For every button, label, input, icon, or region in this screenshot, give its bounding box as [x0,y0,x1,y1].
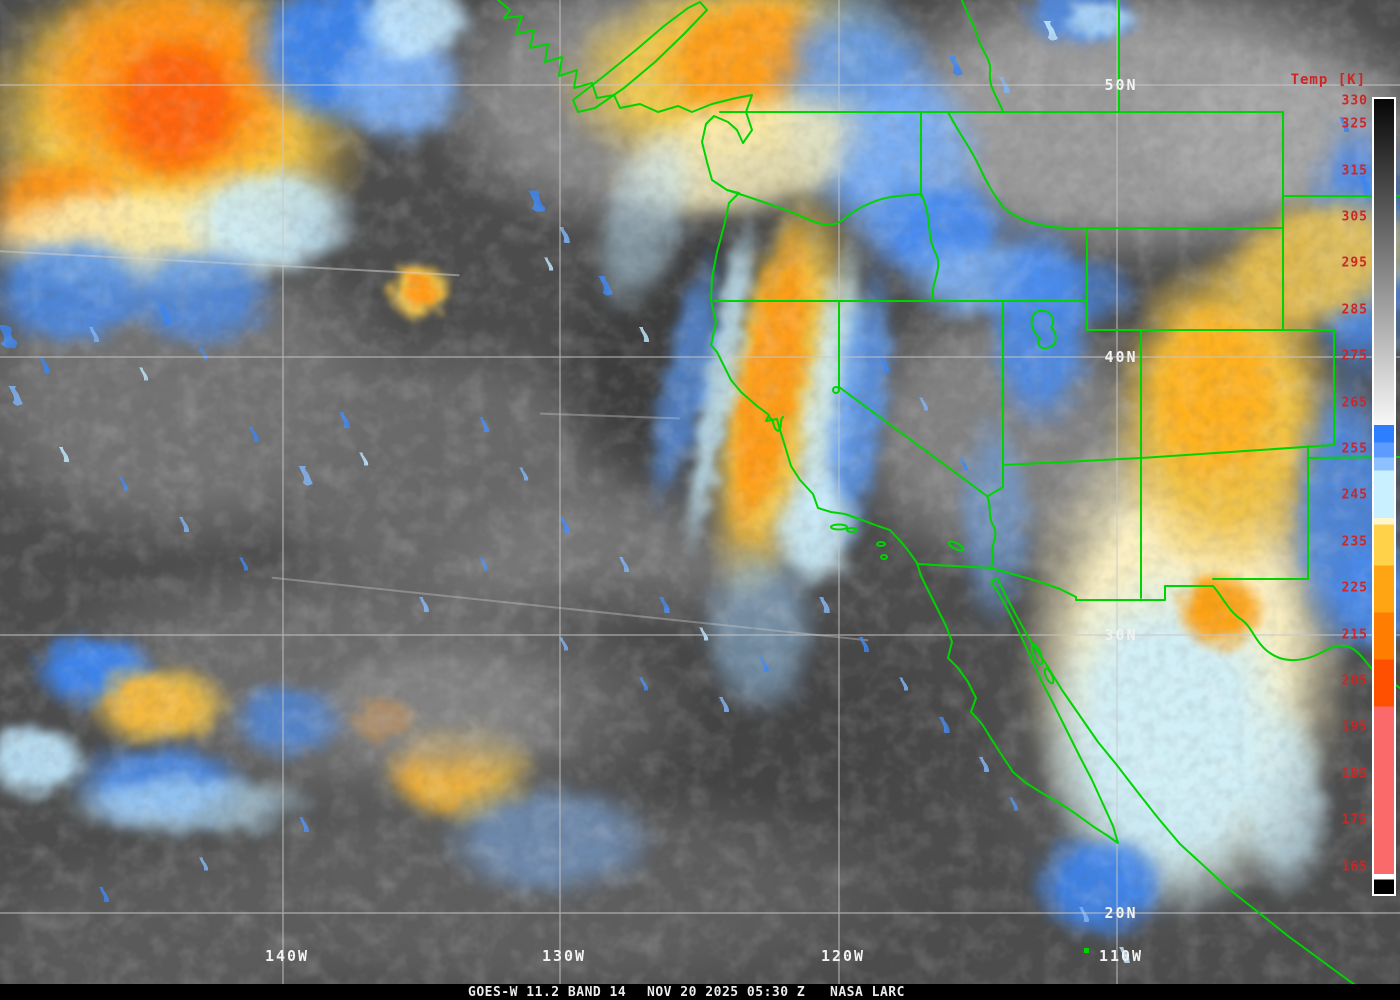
longitude-label: 130W [541,947,587,965]
cloud-speck [660,600,670,610]
cloud-speck [360,455,368,463]
cloud-speck [1080,910,1089,919]
latitude-label: 40N [1104,348,1138,366]
cloud-speck [920,400,928,408]
cloud-speck [1010,800,1018,808]
cloud-speck [880,360,889,369]
cloud-blob [100,30,250,180]
colorbar-tick: 330 [1341,93,1368,109]
channel-island [880,554,888,560]
colorbar-tick: 215 [1341,627,1368,643]
cloud-speck [820,600,830,610]
cloud-speck [100,890,109,899]
cloud-speck [980,760,989,769]
cloud-speck [420,600,429,609]
cloud-speck [340,415,350,425]
caption-product-label: GOES-W 11.2 BAND 14 [468,985,627,1000]
colorbar-tick: 205 [1341,673,1368,689]
cloud-speck [480,560,488,568]
cloud-blob [1240,700,1330,900]
cloud-speck [720,700,729,709]
cloud-speck [200,350,207,357]
channel-island [876,541,886,547]
cloud-speck [1000,80,1010,90]
cloud-speck [180,520,189,529]
colorbar-tick: 165 [1341,859,1368,875]
cloud-speck [200,860,208,868]
latitude-label: 50N [1104,76,1138,94]
longitude-label: 120W [820,947,866,965]
cloud-speck [950,60,962,72]
cloud-speck [700,630,708,638]
cloud-speck [860,640,869,649]
colorbar-tick: 225 [1341,580,1368,596]
colorbar-tick: 315 [1341,163,1368,179]
colorbar-tick: 185 [1341,766,1368,782]
cloud-speck [480,420,489,429]
colorbar-tick: 325 [1341,116,1368,132]
cloud-speck [1360,180,1372,192]
cloud-blob [985,215,1095,435]
cloud-blob [60,770,320,840]
caption-credit-label: NASA LARC [830,985,905,1000]
latitude-label: 30N [1104,626,1138,644]
colorbar-tick: 195 [1341,719,1368,735]
cloud-speck [900,680,908,688]
cloud-speck [1045,25,1057,37]
cloud-speck [545,260,553,268]
caption-bar: GOES-W 11.2 BAND 14 NOV 20 2025 05:30 Z … [0,984,1400,1000]
cloud-speck [40,360,50,370]
colorbar-tick: 255 [1341,441,1368,457]
cloud-speck [250,430,259,439]
colorbar-tick: 295 [1341,255,1368,271]
colorbar-gradient [1374,99,1394,894]
cloud-speck [760,660,769,669]
colorbar-tick: 285 [1341,302,1368,318]
cloud-speck [520,470,528,478]
cloud-blob [85,660,235,750]
caption-datetime-label: NOV 20 2025 05:30 Z [647,985,806,1000]
cloud-speck [560,230,570,240]
cloud-speck [640,680,648,688]
colorbar-tick: 275 [1341,348,1368,364]
cloud-blob [400,272,440,308]
cloud-speck [160,310,172,322]
latitude-label: 20N [1104,904,1138,922]
cloud-speck [300,820,309,829]
cloud-speck [600,280,612,292]
cloud-blob [1060,0,1140,40]
colorbar-tick: 175 [1341,812,1368,828]
cloud-blob [1175,570,1265,650]
cloud-blob [1030,830,1170,940]
cloud-speck [240,560,248,568]
longitude-label: 140W [264,947,310,965]
colorbar-tick: 265 [1341,395,1368,411]
cloud-speck [640,330,649,339]
longitude-label: 110W [1098,947,1144,965]
cloud-blob [955,410,1035,630]
cloud-speck [0,330,16,346]
cloud-speck [90,330,99,339]
cloud-speck [620,560,629,569]
temperature-colorbar [1372,97,1396,896]
cloud-blob [440,780,660,900]
cloud-speck [530,195,544,209]
cloud-speck [560,640,568,648]
cloud-speck [10,390,22,402]
colorbar-tick: 245 [1341,487,1368,503]
cloud-speck [960,460,968,468]
cloud-speck [140,370,148,378]
cloud-speck [300,470,312,482]
colorbar-tick: 305 [1341,209,1368,225]
colorbar-tick: 235 [1341,534,1368,550]
colorbar-title: Temp [K] [1290,72,1366,88]
cloud-speck [560,520,570,530]
cloud-speck [60,450,69,459]
cloud-speck [940,720,950,730]
cloud-blob [300,640,580,780]
cloud-speck [120,480,128,488]
cloud-blob [120,240,280,350]
